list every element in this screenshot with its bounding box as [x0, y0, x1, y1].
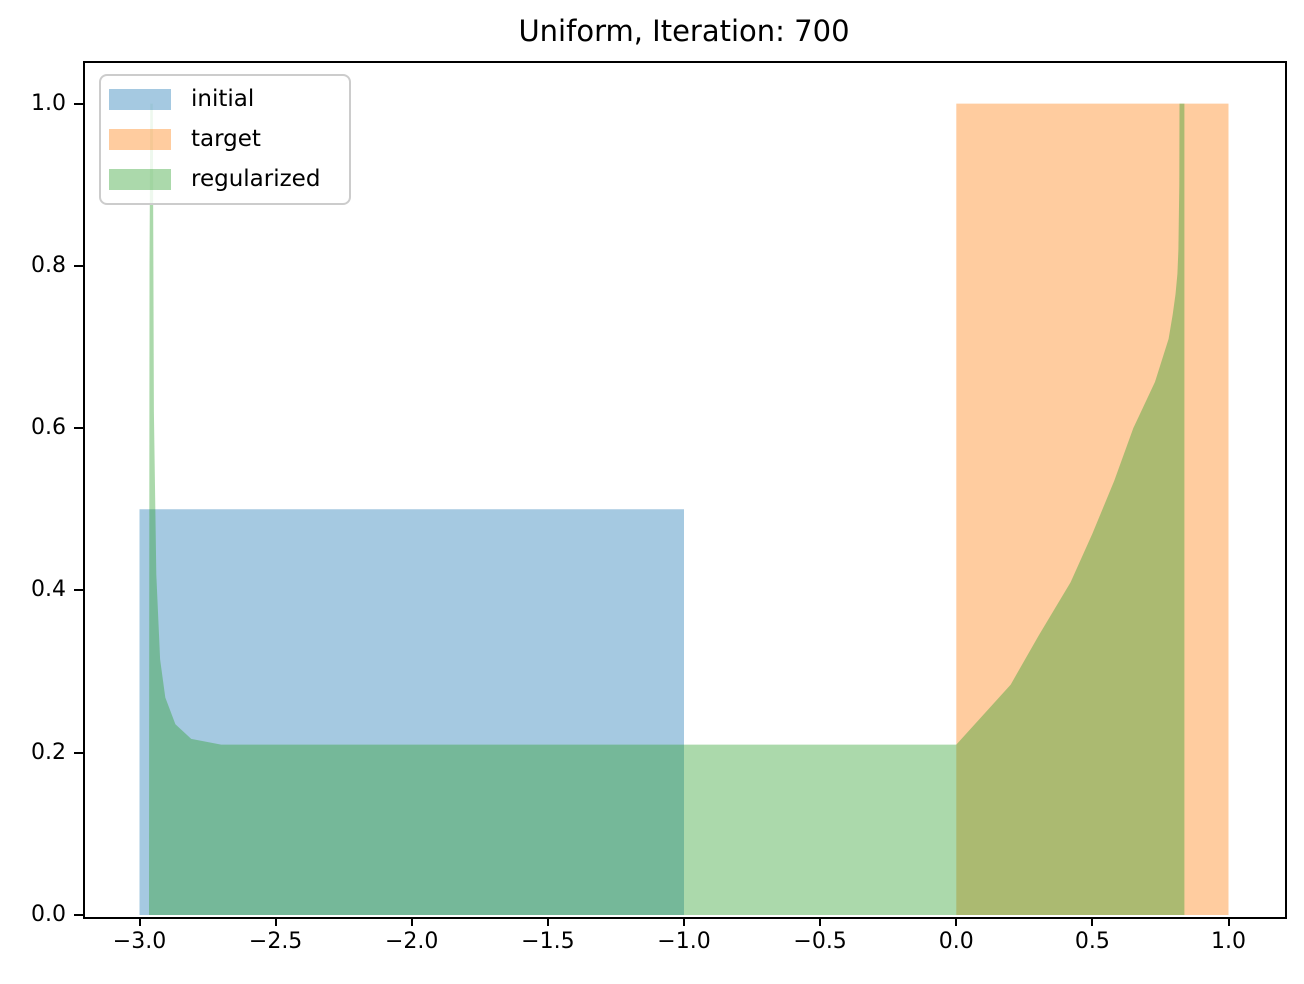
x-tick-mark: [955, 917, 958, 926]
legend-item-regularized: regularized: [109, 166, 333, 192]
y-tick-label: 0.6: [31, 415, 66, 441]
legend-label-regularized: regularized: [191, 166, 321, 192]
series-fill-initial: [139, 509, 684, 915]
x-tick-label: 0.0: [938, 929, 974, 954]
legend-label-target: target: [191, 126, 261, 152]
x-tick-label: 1.0: [1211, 929, 1246, 954]
x-tick-mark: [274, 917, 277, 926]
legend-label-initial: initial: [191, 86, 255, 112]
y-tick-mark: [74, 589, 83, 592]
x-tick-label: −0.5: [793, 929, 847, 954]
x-tick-mark: [138, 917, 141, 926]
y-tick-label: 0.4: [31, 577, 66, 603]
y-tick-mark: [74, 102, 83, 105]
series-fill-target: [956, 103, 1229, 915]
plot-area: [139, 103, 1229, 915]
legend-item-initial: initial: [109, 86, 333, 112]
x-tick-mark: [410, 917, 413, 926]
series-fill-regularized: [149, 103, 1185, 915]
x-tick-mark: [819, 917, 822, 926]
legend: initial target regularized: [99, 74, 351, 205]
x-tick-label: −2.5: [248, 929, 303, 954]
x-tick-mark: [683, 917, 685, 926]
legend-swatch-initial: [109, 89, 171, 110]
x-tick-label: −1.5: [521, 929, 575, 954]
chart-title: Uniform, Iteration: 700: [518, 14, 850, 48]
y-tick-label: 1.0: [31, 90, 66, 116]
y-tick-label: 0.2: [31, 739, 66, 765]
legend-item-target: target: [109, 126, 333, 152]
x-tick-label: 0.5: [1074, 929, 1110, 954]
y-tick-mark: [74, 427, 83, 430]
y-tick-mark: [74, 914, 83, 916]
y-tick-mark: [74, 264, 83, 267]
x-tick-mark: [1227, 917, 1230, 926]
x-tick-label: −3.0: [112, 929, 167, 954]
x-tick-label: −2.0: [384, 929, 439, 954]
y-tick-label: 0.0: [31, 902, 66, 927]
y-tick-label: 0.8: [31, 252, 66, 278]
x-tick-mark: [546, 917, 549, 926]
x-tick-label: −1.0: [657, 929, 711, 954]
legend-swatch-target: [109, 129, 171, 150]
y-tick-mark: [74, 751, 83, 754]
legend-swatch-regularized: [109, 169, 171, 190]
x-tick-mark: [1091, 917, 1094, 926]
